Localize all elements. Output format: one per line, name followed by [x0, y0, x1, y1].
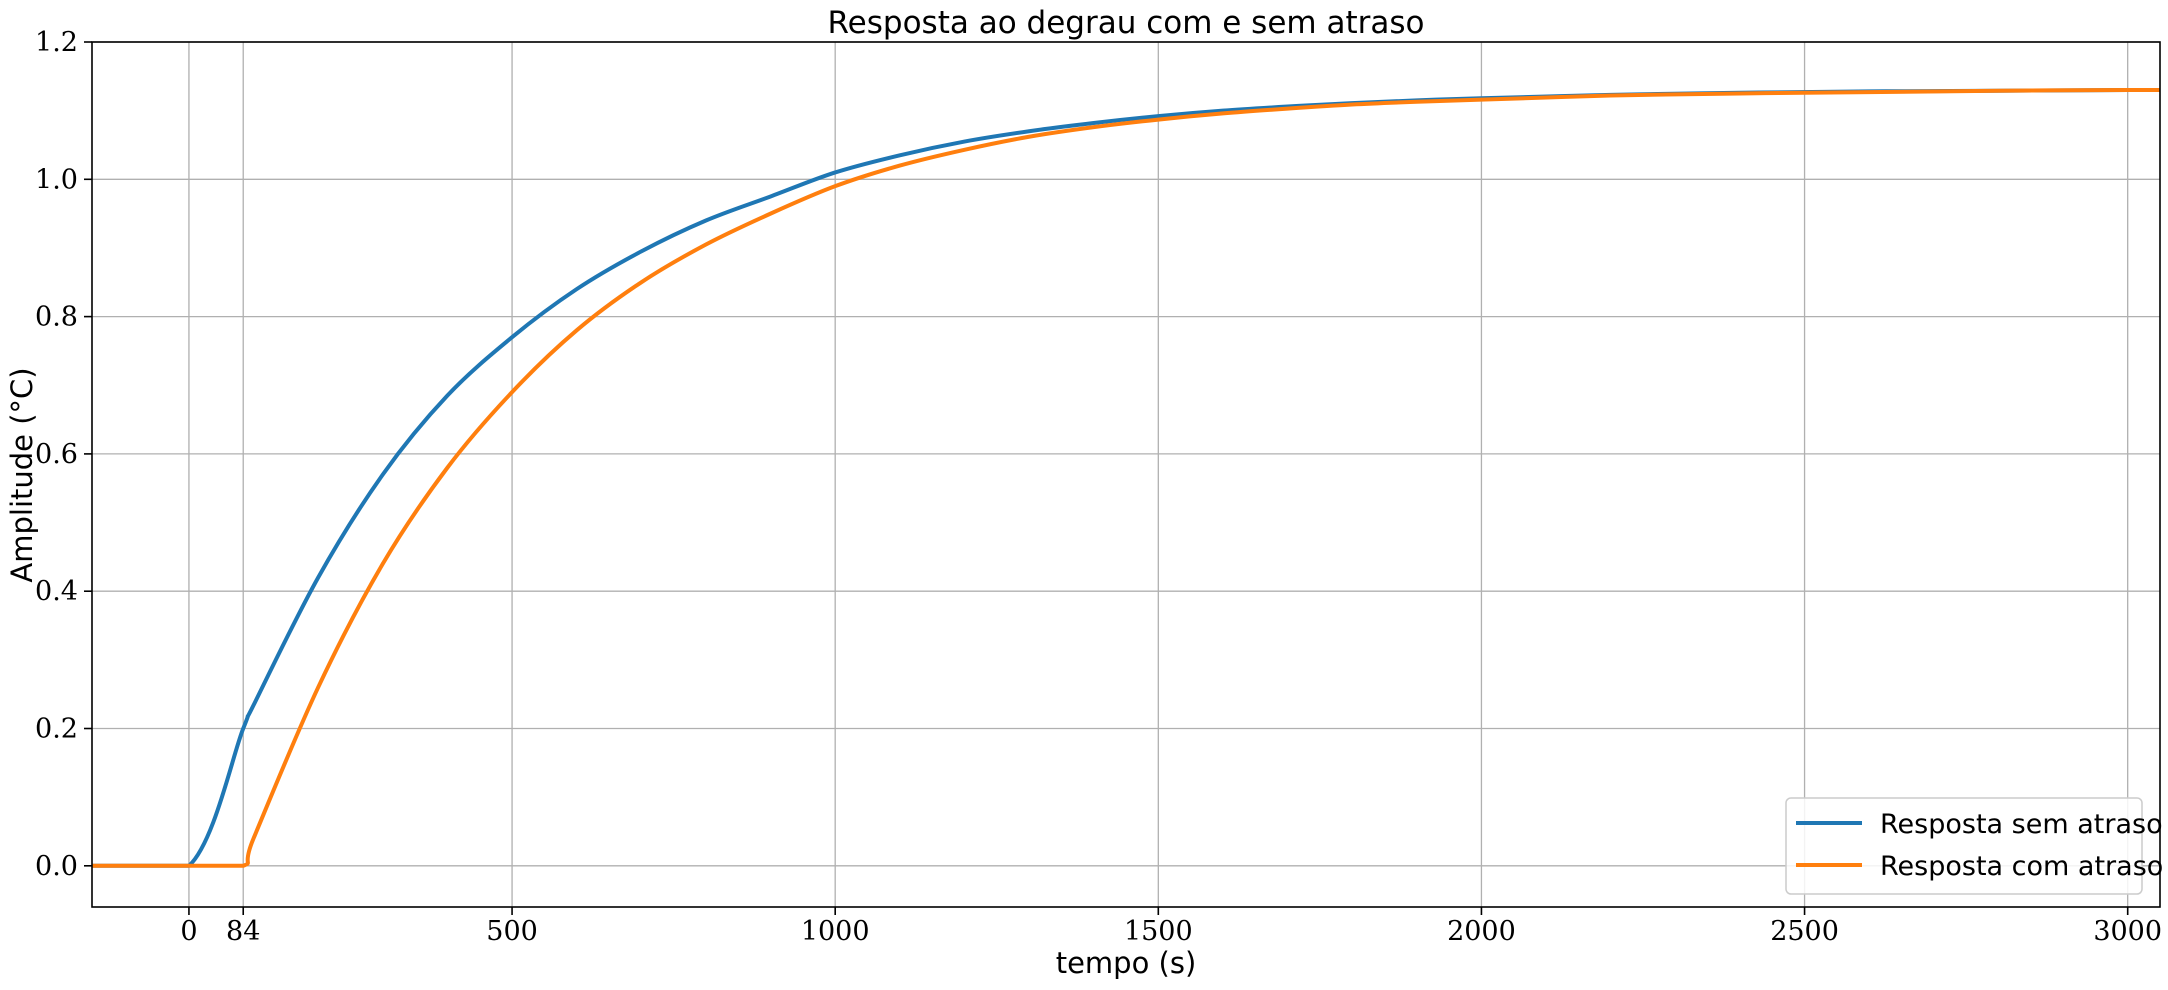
legend-label-resposta-com-atraso: Resposta com atraso [1880, 851, 2163, 882]
y-tick-label: 1.0 [35, 164, 78, 195]
series-line-resposta-sem-atraso [92, 88, 2160, 868]
series-line-resposta-com-atraso [92, 88, 2160, 868]
y-tick-label: 0.2 [35, 714, 78, 745]
series-layer [92, 88, 2160, 868]
tick-layer: 0 84 500 1000 1500 2000 2500 3000 0.0 0.2 0.4 0.6 0.… [35, 27, 2162, 947]
legend-label-resposta-sem-atraso: Resposta sem atraso [1880, 809, 2163, 840]
y-tick-label: 0.6 [35, 439, 78, 470]
x-tick-label: 1500 [1124, 916, 1193, 947]
x-tick-label: 500 [486, 916, 538, 947]
chart-title: Resposta ao degrau com e sem atraso [828, 5, 1425, 41]
grid-layer [92, 41, 2160, 907]
x-tick-label: 2000 [1447, 916, 1516, 947]
x-tick-label: 84 [226, 916, 260, 947]
x-tick-label: 1000 [801, 916, 870, 947]
x-tick-label: 3000 [2093, 916, 2162, 947]
x-axis-label: tempo (s) [1056, 946, 1197, 980]
legend: Resposta sem atraso Resposta com atraso [1785, 797, 2163, 895]
y-tick-label: 0.8 [35, 302, 78, 333]
plot-frame [91, 41, 2161, 908]
y-tick-label: 1.2 [35, 27, 78, 58]
legend-box [1785, 797, 2143, 895]
x-tick-label: 0 [180, 916, 197, 947]
y-tick-label: 0.4 [35, 576, 78, 607]
y-tick-label: 0.0 [35, 851, 78, 882]
x-tick-label: 2500 [1770, 916, 1839, 947]
y-axis-label: Amplitude (°C) [5, 367, 39, 582]
